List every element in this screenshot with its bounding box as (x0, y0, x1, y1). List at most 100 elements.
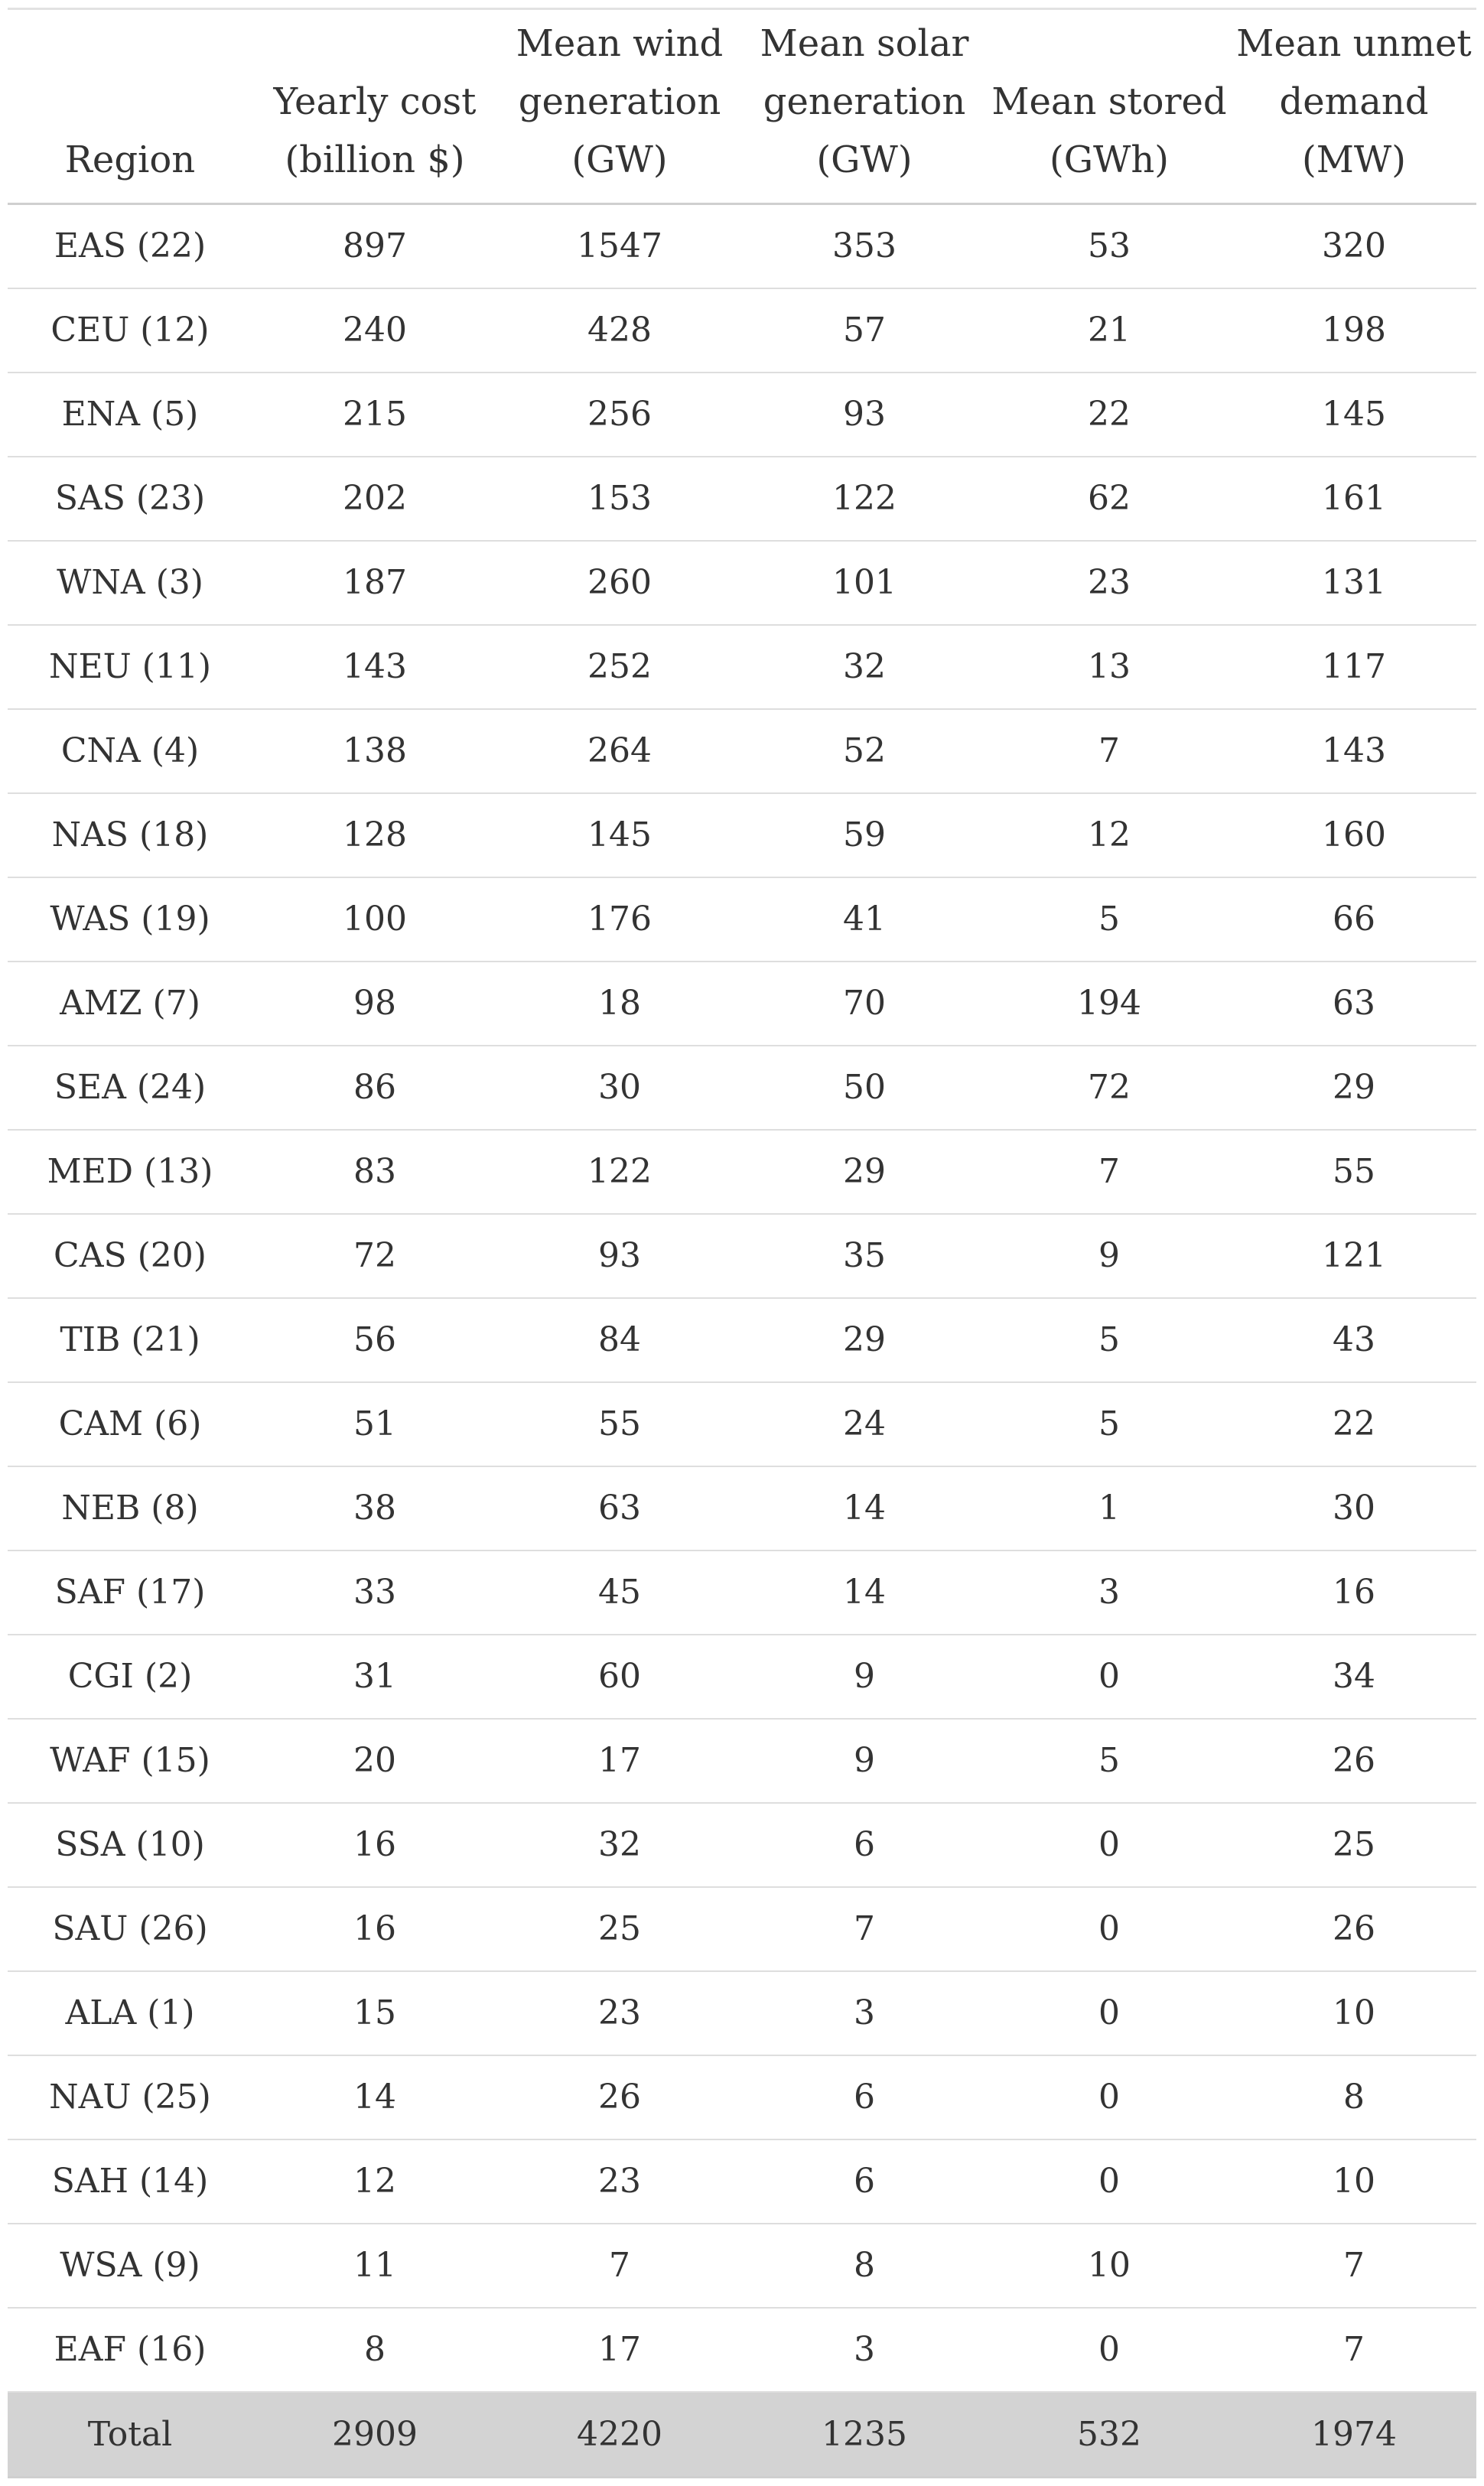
cell-mean-stored: 0 (987, 1634, 1232, 1720)
cell-region: WAF (15) (8, 1718, 252, 1804)
cell-region: SAH (14) (8, 2139, 252, 2224)
cell-yearly-cost: 72 (252, 1213, 497, 1299)
cell-region: CNA (4) (8, 708, 252, 794)
cell-yearly-cost: 187 (252, 540, 497, 626)
cell-mean-solar: 59 (742, 792, 987, 878)
cell-region: SAF (17) (8, 1550, 252, 1635)
cell-mean-solar: 41 (742, 877, 987, 962)
cell-mean-unmet: 10 (1232, 1970, 1476, 2056)
cell-mean-wind: 264 (497, 708, 742, 794)
cell-mean-wind: 122 (497, 1129, 742, 1215)
table-row: SAS (23) 202 153 122 62 161 (8, 456, 1476, 542)
cell-mean-unmet: 145 (1232, 372, 1476, 457)
cell-mean-solar: 93 (742, 372, 987, 457)
cell-yearly-cost: 12 (252, 2139, 497, 2224)
table-row: CGI (2) 31 60 9 0 34 (8, 1634, 1476, 1720)
cell-mean-unmet: 30 (1232, 1466, 1476, 1551)
table-row: CAM (6) 51 55 24 5 22 (8, 1381, 1476, 1467)
cell-region: CAM (6) (8, 1381, 252, 1467)
total-mean-unmet: 1974 (1232, 2391, 1476, 2478)
cell-region: NEB (8) (8, 1466, 252, 1551)
cell-mean-stored: 12 (987, 792, 1232, 878)
cell-mean-wind: 252 (497, 624, 742, 710)
cell-region: AMZ (7) (8, 961, 252, 1046)
cell-mean-unmet: 25 (1232, 1802, 1476, 1888)
cell-yearly-cost: 16 (252, 1802, 497, 1888)
cell-mean-wind: 176 (497, 877, 742, 962)
cell-mean-wind: 25 (497, 1886, 742, 1972)
cell-region: SEA (24) (8, 1045, 252, 1131)
cell-mean-solar: 70 (742, 961, 987, 1046)
cell-mean-stored: 5 (987, 1297, 1232, 1383)
cell-mean-stored: 1 (987, 1466, 1232, 1551)
cell-region: NEU (11) (8, 624, 252, 710)
cell-region: NAU (25) (8, 2055, 252, 2140)
column-header-mean-solar: Mean solar generation (GW) (742, 8, 987, 205)
column-header-region: Region (8, 8, 252, 205)
regional-energy-table: Region Yearly cost (billion $) Mean wind… (8, 8, 1476, 2478)
cell-mean-stored: 21 (987, 288, 1232, 373)
cell-mean-unmet: 43 (1232, 1297, 1476, 1383)
cell-region: ENA (5) (8, 372, 252, 457)
cell-mean-unmet: 10 (1232, 2139, 1476, 2224)
cell-mean-solar: 8 (742, 2223, 987, 2309)
cell-mean-wind: 256 (497, 372, 742, 457)
column-header-mean-stored: Mean stored (GWh) (987, 8, 1232, 205)
cell-mean-unmet: 66 (1232, 877, 1476, 962)
cell-mean-solar: 3 (742, 2307, 987, 2393)
cell-mean-solar: 6 (742, 2055, 987, 2140)
cell-yearly-cost: 98 (252, 961, 497, 1046)
column-header-yearly-cost: Yearly cost (billion $) (252, 8, 497, 205)
cell-mean-wind: 55 (497, 1381, 742, 1467)
cell-yearly-cost: 16 (252, 1886, 497, 1972)
cell-region: WNA (3) (8, 540, 252, 626)
cell-yearly-cost: 33 (252, 1550, 497, 1635)
cell-mean-stored: 23 (987, 540, 1232, 626)
table-row: ALA (1) 15 23 3 0 10 (8, 1970, 1476, 2056)
cell-mean-solar: 14 (742, 1550, 987, 1635)
cell-region: TIB (21) (8, 1297, 252, 1383)
cell-mean-unmet: 22 (1232, 1381, 1476, 1467)
table-row: TIB (21) 56 84 29 5 43 (8, 1297, 1476, 1383)
cell-region: CGI (2) (8, 1634, 252, 1720)
cell-mean-unmet: 55 (1232, 1129, 1476, 1215)
cell-region: CEU (12) (8, 288, 252, 373)
cell-yearly-cost: 143 (252, 624, 497, 710)
cell-mean-unmet: 161 (1232, 456, 1476, 542)
cell-mean-stored: 5 (987, 877, 1232, 962)
cell-mean-unmet: 7 (1232, 2223, 1476, 2309)
cell-mean-wind: 23 (497, 2139, 742, 2224)
table-row: EAF (16) 8 17 3 0 7 (8, 2307, 1476, 2393)
cell-mean-wind: 23 (497, 1970, 742, 2056)
table-container: Region Yearly cost (billion $) Mean wind… (8, 8, 1476, 2478)
cell-mean-unmet: 63 (1232, 961, 1476, 1046)
cell-mean-solar: 9 (742, 1634, 987, 1720)
cell-region: CAS (20) (8, 1213, 252, 1299)
cell-mean-stored: 7 (987, 708, 1232, 794)
cell-mean-wind: 260 (497, 540, 742, 626)
cell-mean-stored: 5 (987, 1381, 1232, 1467)
cell-yearly-cost: 138 (252, 708, 497, 794)
cell-mean-unmet: 34 (1232, 1634, 1476, 1720)
cell-mean-solar: 29 (742, 1297, 987, 1383)
cell-mean-unmet: 16 (1232, 1550, 1476, 1635)
cell-mean-wind: 17 (497, 2307, 742, 2393)
table-row: WSA (9) 11 7 8 10 7 (8, 2223, 1476, 2309)
cell-region: SSA (10) (8, 1802, 252, 1888)
cell-region: MED (13) (8, 1129, 252, 1215)
cell-mean-wind: 26 (497, 2055, 742, 2140)
cell-mean-stored: 62 (987, 456, 1232, 542)
cell-region: SAS (23) (8, 456, 252, 542)
cell-mean-stored: 72 (987, 1045, 1232, 1131)
cell-mean-wind: 30 (497, 1045, 742, 1131)
cell-mean-unmet: 121 (1232, 1213, 1476, 1299)
cell-mean-wind: 428 (497, 288, 742, 373)
cell-mean-stored: 0 (987, 1970, 1232, 2056)
cell-mean-unmet: 143 (1232, 708, 1476, 794)
cell-mean-solar: 3 (742, 1970, 987, 2056)
cell-mean-unmet: 26 (1232, 1718, 1476, 1804)
table-row: WAF (15) 20 17 9 5 26 (8, 1718, 1476, 1804)
cell-yearly-cost: 15 (252, 1970, 497, 2056)
cell-yearly-cost: 202 (252, 456, 497, 542)
cell-mean-solar: 57 (742, 288, 987, 373)
